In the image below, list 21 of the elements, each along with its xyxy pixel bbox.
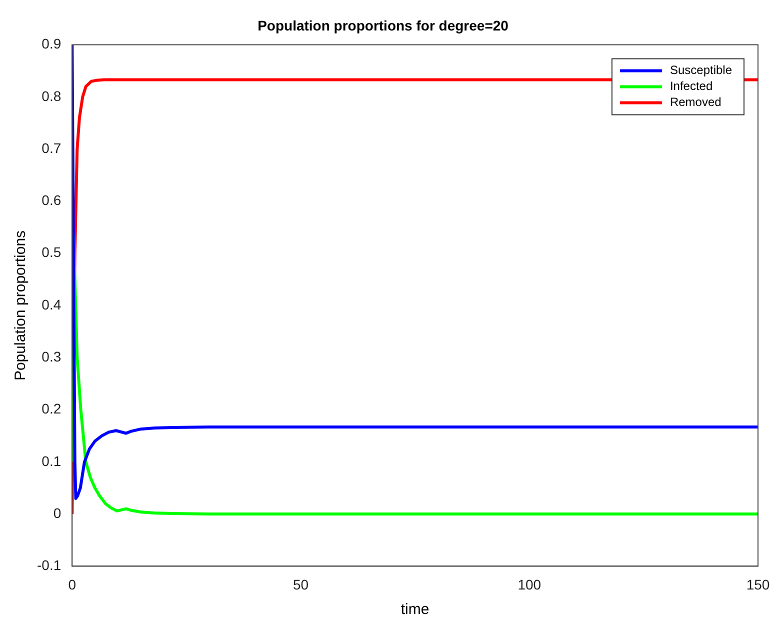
y-tick-label: 0.2 (42, 400, 62, 417)
y-tick-label: 0.1 (42, 452, 62, 469)
x-axis-title: time (400, 601, 430, 618)
legend-label: Infected (670, 79, 713, 94)
x-tick-label: 0 (68, 576, 76, 592)
y-tick-label: 0 (53, 504, 62, 521)
legend-label: Susceptible (670, 63, 732, 78)
chart-title: Population proportions for degree=20 (258, 17, 509, 34)
y-tick-label: 0.9 (42, 36, 62, 52)
legend-label: Removed (670, 95, 722, 110)
x-tick-label: 100 (518, 576, 542, 592)
y-tick-label: 0.7 (42, 140, 62, 156)
x-tick-label: 150 (746, 576, 770, 592)
y-tick-label: 0.4 (42, 296, 62, 312)
y-tick-label: 0.6 (42, 192, 62, 208)
y-axis-title: Population proportions (12, 230, 30, 381)
y-tick-label: 0.3 (42, 348, 62, 364)
x-tick-label: 50 (292, 576, 309, 592)
y-tick-label: -0.1 (37, 557, 62, 574)
y-tick-label: 0.5 (42, 244, 62, 260)
y-tick-label: 0.8 (42, 88, 62, 104)
